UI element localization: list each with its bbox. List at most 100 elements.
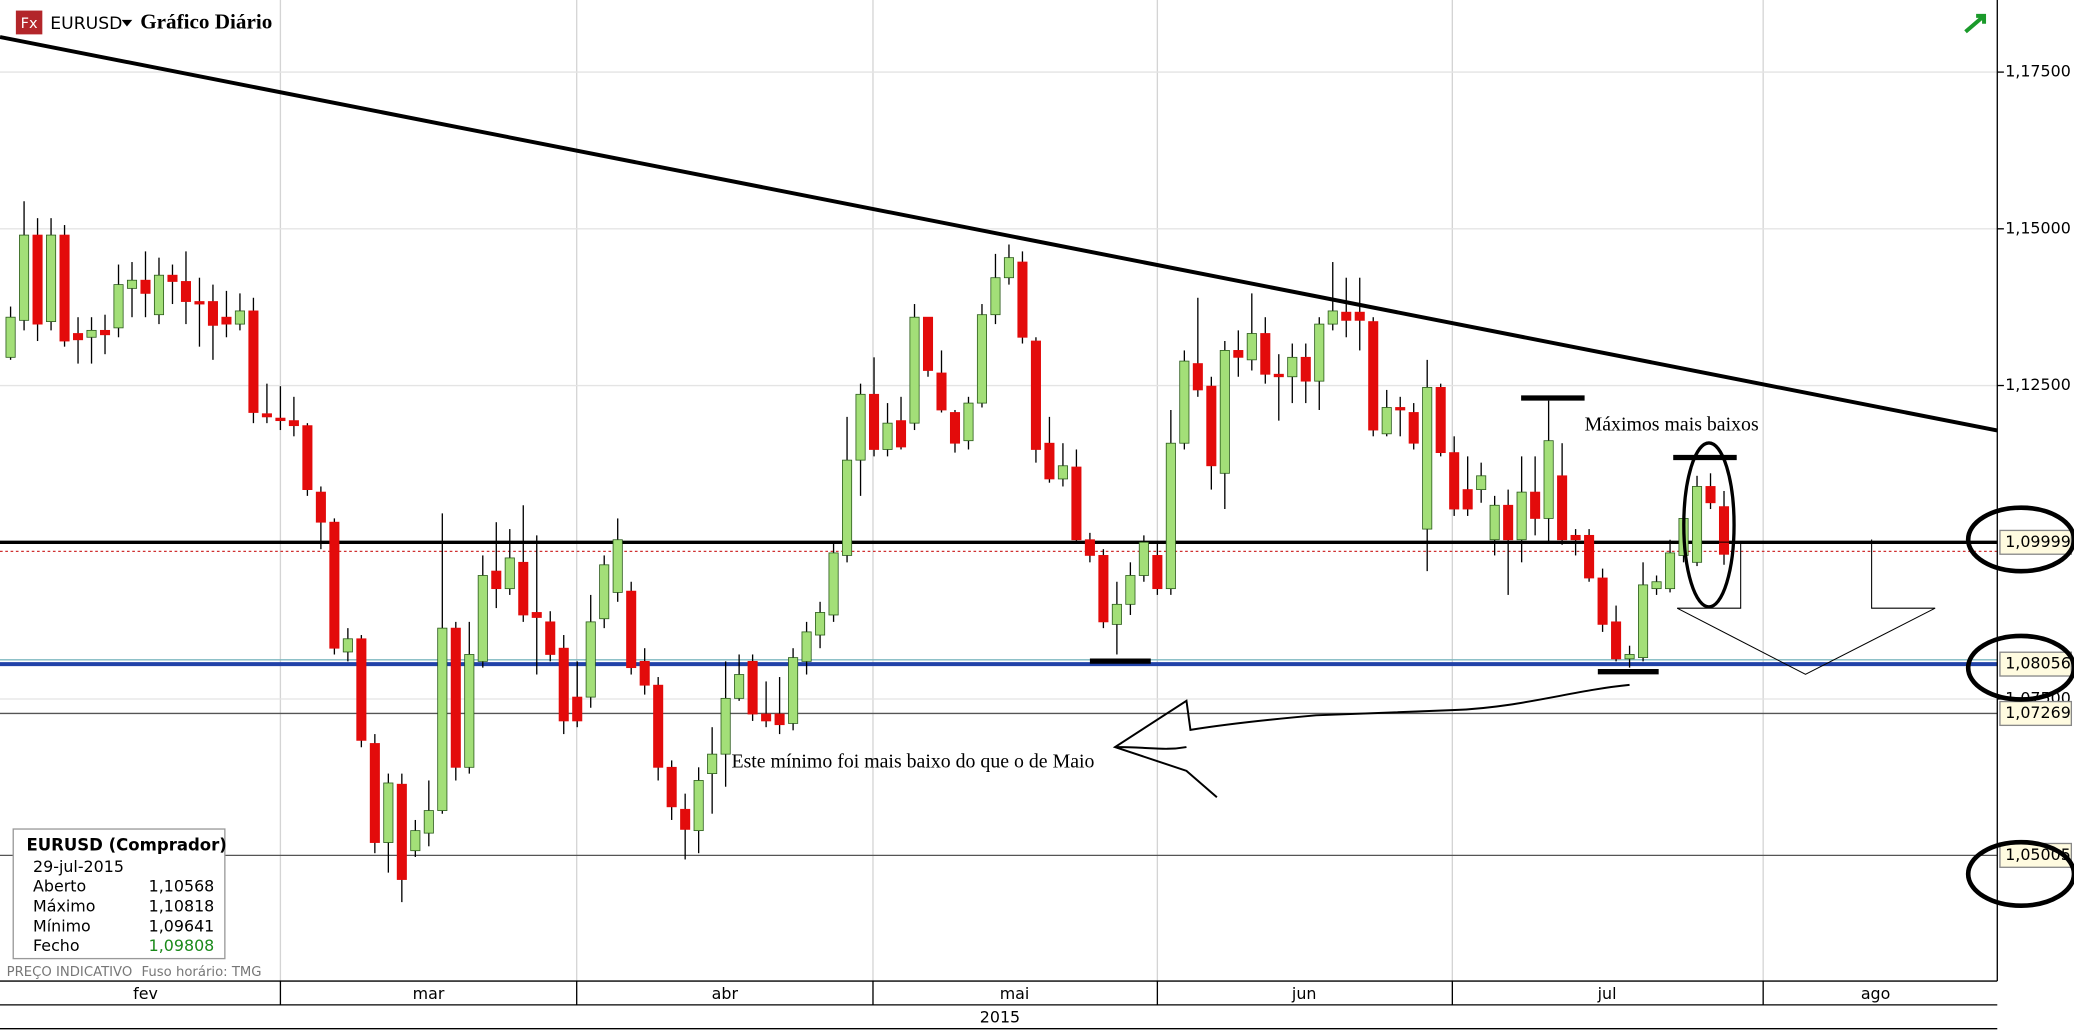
candle-body — [666, 766, 677, 808]
candle-body — [1206, 385, 1217, 467]
candle-body — [855, 393, 866, 461]
info-value: 1,09808 — [149, 936, 215, 955]
candle-body — [207, 301, 218, 326]
candle-body — [261, 413, 272, 418]
candle-body — [1395, 407, 1406, 411]
candle-body — [59, 234, 70, 342]
candle-body — [1219, 350, 1230, 474]
candle-body — [1422, 387, 1433, 530]
candle-body — [423, 810, 434, 834]
candle-body — [949, 412, 961, 444]
candle-body — [895, 420, 907, 448]
candle-body — [1449, 452, 1460, 510]
candle-body — [963, 402, 974, 442]
candle-body — [1165, 442, 1176, 590]
projection-drawing — [1676, 539, 1936, 675]
right-axis-bg — [1997, 0, 2074, 982]
info-label: Fecho — [33, 936, 80, 955]
candle-body — [815, 612, 826, 636]
candle-body — [1192, 363, 1203, 391]
candle-body — [180, 281, 191, 302]
label-ellipses — [1965, 505, 2074, 909]
candle-body — [869, 393, 880, 450]
candle-body — [302, 425, 313, 490]
level-label-box — [1999, 529, 2073, 555]
level-label-box — [1999, 700, 2073, 727]
candle-body — [1044, 442, 1055, 480]
candle-body — [383, 782, 394, 843]
candle-body — [1125, 575, 1136, 605]
candle-body — [1516, 491, 1527, 541]
x-tick-label: jun — [1291, 984, 1317, 1003]
chart-title: Gráfico Diário — [140, 10, 272, 34]
candle-body — [1314, 323, 1325, 382]
candle-body — [437, 627, 448, 811]
info-label: Mínimo — [33, 916, 91, 935]
candle-body — [693, 780, 704, 832]
candle-body — [626, 590, 637, 669]
candle-body — [922, 316, 934, 371]
candle-body — [1557, 475, 1568, 541]
marker-bars — [1089, 395, 1737, 675]
candle-body — [46, 234, 57, 322]
x-tick-label: mar — [413, 984, 445, 1003]
candle-body — [774, 713, 785, 726]
candle-body — [585, 621, 596, 698]
candle-body — [788, 657, 799, 724]
candle-body — [761, 713, 772, 722]
arrow-drawing — [1112, 683, 1630, 799]
candle-body — [1570, 534, 1581, 541]
candle-body — [1611, 621, 1622, 660]
symbol[interactable]: EURUSD — [50, 14, 122, 34]
highlight-ellipse — [1682, 441, 1736, 609]
candle-body — [99, 329, 111, 336]
level-label: 1,08056 — [2005, 654, 2071, 673]
y-tick-label: 1,12500 — [2005, 375, 2071, 394]
info-value: 1,10568 — [149, 877, 215, 896]
candle-body — [1098, 555, 1109, 623]
candle-body — [545, 621, 556, 655]
candle-body — [1341, 311, 1352, 321]
info-label: Aberto — [33, 877, 86, 896]
candle-body — [680, 808, 691, 830]
candle-body — [1111, 603, 1122, 625]
candle-body — [194, 301, 205, 305]
candle-body — [976, 314, 988, 404]
dropdown-arrow[interactable] — [121, 19, 133, 27]
candle-body — [1368, 321, 1379, 431]
candle-body — [1489, 504, 1500, 541]
x-tick-label: ago — [1861, 984, 1891, 1003]
y-tick-label: 1,15000 — [2005, 218, 2071, 237]
candle-body — [1584, 534, 1595, 579]
candle-body — [1705, 486, 1716, 504]
candle-body — [86, 329, 97, 338]
candle-body — [653, 684, 664, 768]
candle-body — [73, 333, 84, 341]
x-axis: fev mar abr mai jun jul ago — [133, 981, 1890, 1005]
candle-body — [504, 557, 515, 590]
candle-body — [1030, 340, 1041, 450]
footer-note: PREÇO INDICATIVO — [7, 965, 133, 980]
candle-body — [1003, 257, 1014, 279]
candle-body — [558, 647, 569, 722]
candle-body — [288, 420, 299, 427]
candle-body — [1327, 310, 1338, 325]
candle-body — [113, 284, 124, 329]
candle-body — [1179, 360, 1190, 444]
candle-body — [369, 743, 380, 843]
candle-body — [32, 234, 43, 325]
logo-text: Fx — [21, 16, 38, 32]
candle-body — [1354, 311, 1365, 321]
trend-icon[interactable] — [1964, 13, 1987, 34]
candle-body — [1233, 350, 1244, 358]
candle-body — [747, 660, 758, 715]
candle-body — [639, 660, 650, 686]
candle-body — [450, 627, 461, 768]
candle-body — [1476, 475, 1487, 490]
candle-body — [599, 564, 610, 620]
candle-body — [1597, 577, 1608, 625]
label-ellipse — [1965, 505, 2074, 574]
x-tick-label: abr — [712, 984, 739, 1003]
candle-body — [126, 279, 138, 289]
